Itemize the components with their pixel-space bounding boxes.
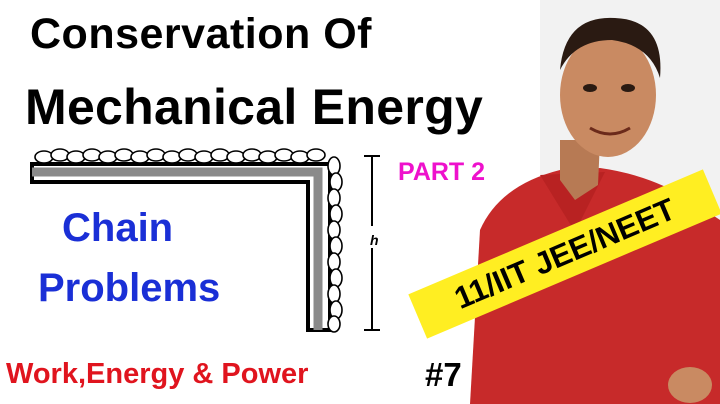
height-marker	[364, 155, 380, 331]
title-line-1: Conservation Of	[30, 10, 372, 58]
chain-links-hanging	[327, 156, 343, 333]
part-label: PART 2	[398, 158, 486, 186]
topic-line-2: Problems	[38, 266, 221, 310]
episode-number: #7	[425, 356, 462, 393]
series-title: Work,Energy & Power	[6, 358, 309, 390]
title-line-2: Mechanical Energy	[25, 79, 484, 135]
topic-line-1: Chain	[62, 206, 174, 250]
height-label: h	[370, 232, 379, 248]
chain-links-top	[34, 148, 326, 164]
